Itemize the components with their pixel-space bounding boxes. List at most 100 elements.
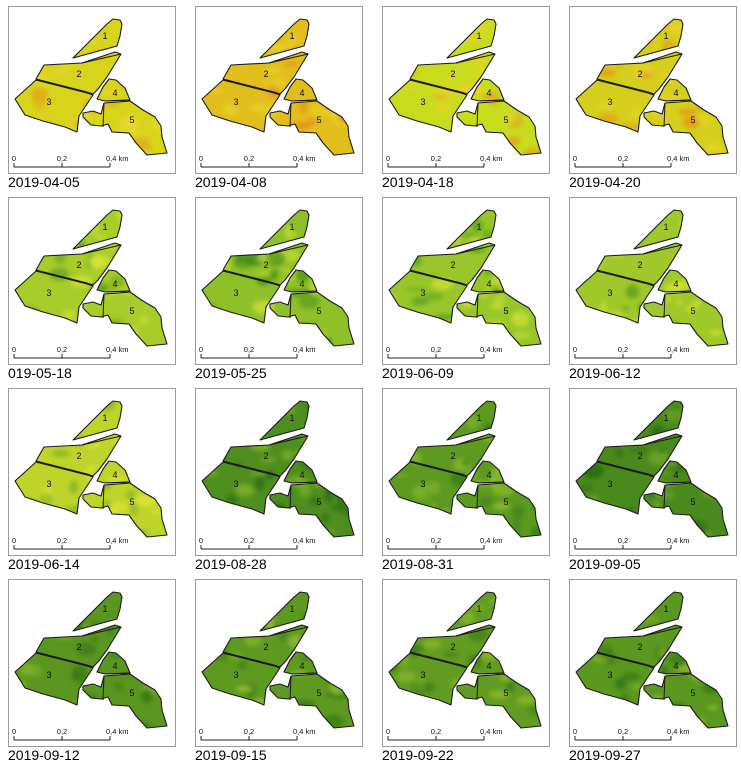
map-frame: 1 2 3 4 5 0 0,2 0,4 km [8, 388, 176, 556]
field-label: 4 [299, 470, 304, 480]
field-label: 1 [102, 222, 107, 232]
map-panel: 1 2 3 4 5 0 0,2 0,4 km 2019-04-05 [4, 2, 186, 194]
scale-bar-label: 0,4 km [480, 536, 503, 545]
field-1-polygon [260, 210, 309, 249]
scale-bar: 0 0,2 0,4 km [386, 345, 503, 359]
field-label: 4 [486, 661, 491, 671]
field-label: 1 [663, 413, 668, 423]
acquisition-date: 2019-09-05 [569, 556, 641, 572]
scale-bar-label: 0 [386, 536, 390, 545]
map-panel: 1 2 3 4 5 0 0,2 0,4 km 2019-04-08 [191, 2, 373, 194]
field-label: 3 [420, 479, 425, 489]
field-label: 5 [503, 115, 508, 125]
scale-bar-label: 0,2 [431, 727, 441, 736]
field-label: 2 [76, 69, 81, 79]
field-label: 2 [450, 260, 455, 270]
field-label: 1 [476, 604, 481, 614]
acquisition-date: 2019-09-12 [8, 747, 80, 763]
field-label: 5 [503, 497, 508, 507]
map-frame: 1 2 3 4 5 0 0,2 0,4 km [382, 388, 550, 556]
field-5-polygon [644, 483, 728, 537]
scale-bar: 0 0,2 0,4 km [12, 154, 129, 168]
field-label: 3 [607, 97, 612, 107]
scale-bar-label: 0,2 [244, 345, 254, 354]
field-3-polygon [202, 80, 280, 132]
scale-bar: 0 0,2 0,4 km [386, 727, 503, 741]
map-frame: 1 2 3 4 5 0 0,2 0,4 km [382, 197, 550, 365]
scale-bar-label: 0,2 [431, 345, 441, 354]
scale-bar-label: 0,2 [57, 345, 67, 354]
scale-bar: 0 0,2 0,4 km [12, 727, 129, 741]
field-1-polygon [73, 19, 122, 58]
acquisition-date: 2019-09-27 [569, 747, 641, 763]
field-1-polygon [260, 401, 309, 440]
field-label: 5 [129, 688, 134, 698]
scale-bar-label: 0,4 km [667, 727, 690, 736]
scale-bar-label: 0,4 km [293, 154, 316, 163]
scale-bar-label: 0,4 km [106, 727, 129, 736]
field-label: 1 [289, 413, 294, 423]
field-5-polygon [83, 292, 167, 346]
field-label: 1 [289, 31, 294, 41]
acquisition-date: 2019-06-09 [382, 365, 454, 381]
scale-bar-label: 0,4 km [106, 345, 129, 354]
map-panel: 1 2 3 4 5 0 0,2 0,4 km 2019-06-09 [378, 193, 560, 385]
field-label: 4 [673, 279, 678, 289]
scale-bar: 0 0,2 0,4 km [199, 154, 316, 168]
field-label: 4 [486, 88, 491, 98]
field-3-polygon [576, 653, 654, 705]
field-label: 2 [263, 69, 268, 79]
map-frame: 1 2 3 4 5 0 0,2 0,4 km [195, 6, 363, 174]
map-panel: 1 2 3 4 5 0 0,2 0,4 km 2019-06-14 [4, 384, 186, 576]
field-label: 5 [690, 306, 695, 316]
scale-bar: 0 0,2 0,4 km [573, 727, 690, 741]
scale-bar-label: 0,4 km [106, 154, 129, 163]
scale-bar-label: 0,2 [618, 345, 628, 354]
field-map: 1 2 3 4 5 0 0,2 0,4 km [386, 18, 542, 168]
scale-bar-label: 0,4 km [480, 727, 503, 736]
scale-bar-label: 0 [199, 727, 203, 736]
map-panel: 1 2 3 4 5 0 0,2 0,4 km 2019-05-25 [191, 193, 373, 385]
map-frame: 1 2 3 4 5 0 0,2 0,4 km [8, 6, 176, 174]
field-label: 1 [663, 31, 668, 41]
map-panel: 1 2 3 4 5 0 0,2 0,4 km 019-05-18 [4, 193, 186, 385]
acquisition-date: 019-05-18 [8, 365, 72, 381]
map-panel: 1 2 3 4 5 0 0,2 0,4 km 2019-09-22 [378, 575, 560, 767]
scale-bar-label: 0 [573, 345, 577, 354]
field-3-polygon [15, 462, 93, 514]
scale-bar-label: 0,4 km [480, 154, 503, 163]
map-frame: 1 2 3 4 5 0 0,2 0,4 km [382, 6, 550, 174]
field-label: 2 [637, 69, 642, 79]
scale-bar-label: 0,4 km [667, 536, 690, 545]
field-label: 5 [690, 688, 695, 698]
map-frame: 1 2 3 4 5 0 0,2 0,4 km [8, 579, 176, 747]
field-2-polygon [597, 243, 682, 285]
acquisition-date: 2019-05-25 [195, 365, 267, 381]
map-frame: 1 2 3 4 5 0 0,2 0,4 km [569, 6, 737, 174]
field-label: 4 [673, 470, 678, 480]
map-frame: 1 2 3 4 5 0 0,2 0,4 km [195, 388, 363, 556]
map-frame: 1 2 3 4 5 0 0,2 0,4 km [195, 197, 363, 365]
field-label: 3 [420, 670, 425, 680]
field-label: 2 [450, 642, 455, 652]
acquisition-date: 2019-04-20 [569, 174, 641, 190]
field-label: 1 [663, 222, 668, 232]
field-label: 3 [233, 670, 238, 680]
field-3-polygon [576, 271, 654, 323]
field-2-polygon [410, 52, 495, 94]
field-label: 1 [102, 604, 107, 614]
map-panel: 1 2 3 4 5 0 0,2 0,4 km 2019-08-28 [191, 384, 373, 576]
field-label: 4 [112, 661, 117, 671]
scale-bar-label: 0,4 km [293, 727, 316, 736]
scale-bar-label: 0 [12, 727, 16, 736]
field-label: 2 [76, 642, 81, 652]
map-frame: 1 2 3 4 5 0 0,2 0,4 km [569, 197, 737, 365]
map-panel: 1 2 3 4 5 0 0,2 0,4 km 2019-08-31 [378, 384, 560, 576]
field-label: 1 [102, 31, 107, 41]
field-map: 1 2 3 4 5 0 0,2 0,4 km [573, 400, 729, 550]
field-5-polygon [83, 674, 167, 728]
field-label: 4 [299, 88, 304, 98]
scale-bar-label: 0,2 [431, 536, 441, 545]
field-3-polygon [389, 653, 467, 705]
scale-bar-label: 0 [386, 727, 390, 736]
